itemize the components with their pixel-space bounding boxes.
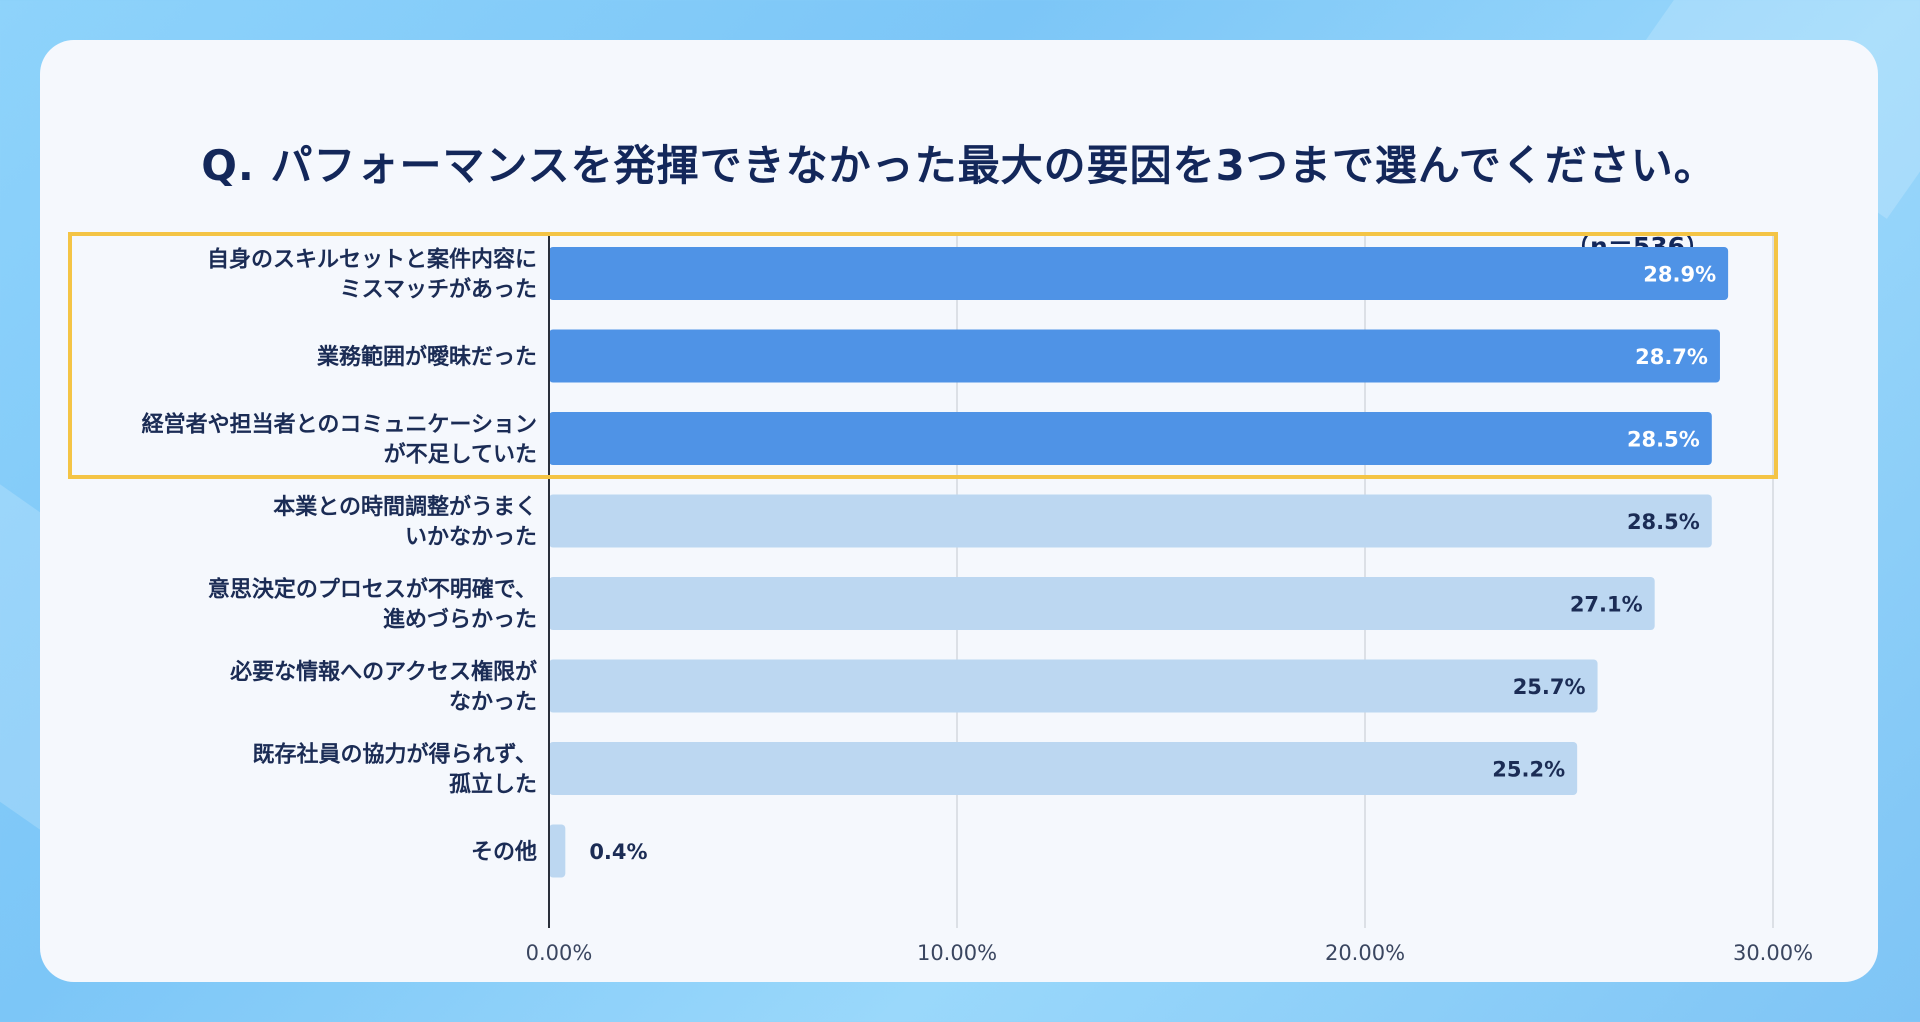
- bar: [549, 659, 1598, 713]
- category-label: 既存社員の協力が得られず、: [253, 742, 537, 768]
- data-label: 28.9%: [1643, 263, 1716, 287]
- data-label: 25.7%: [1513, 675, 1586, 699]
- data-label: 0.4%: [589, 840, 647, 864]
- category-label: 意思決定のプロセスが不明確で、: [208, 577, 537, 603]
- bar: [549, 412, 1712, 465]
- category-label: が不足していた: [384, 442, 537, 468]
- category-label: いかなかった: [405, 525, 537, 550]
- category-label: なかった: [449, 690, 537, 715]
- x-tick-label: 0.00%: [526, 941, 593, 965]
- chart-card: Q. パフォーマンスを発揮できなかった最大の要因を3つまで選んでください。 （n…: [40, 40, 1878, 982]
- bar: [549, 247, 1729, 300]
- data-label: 28.7%: [1635, 345, 1708, 369]
- x-tick-label: 10.00%: [917, 941, 997, 965]
- category-label: 孤立した: [449, 772, 537, 798]
- category-label: 進めづらかった: [383, 608, 537, 633]
- x-tick-label: 20.00%: [1325, 941, 1405, 965]
- data-label: 25.2%: [1492, 758, 1565, 782]
- category-label: その他: [471, 840, 537, 865]
- bar: [549, 329, 1720, 383]
- category-label: 業務範囲が曖昧だった: [317, 344, 537, 370]
- category-label: 本業との時間調整がうまく: [273, 494, 537, 520]
- highlight-box: [68, 232, 1778, 479]
- data-label: 28.5%: [1627, 428, 1700, 452]
- x-tick-label: 30.00%: [1733, 941, 1813, 965]
- bar: [549, 824, 566, 878]
- chart-title: Q. パフォーマンスを発揮できなかった最大の要因を3つまで選んでください。: [201, 141, 1717, 190]
- category-label: 自身のスキルセットと案件内容に: [207, 247, 537, 273]
- category-label: 必要な情報へのアクセス権限が: [230, 659, 537, 685]
- bar: [549, 742, 1578, 795]
- category-label: 経営者や担当者とのコミュニケーション: [142, 412, 537, 438]
- bar: [549, 494, 1712, 548]
- data-label: 28.5%: [1627, 510, 1700, 534]
- data-label: 27.1%: [1570, 593, 1643, 617]
- bar: [549, 577, 1655, 630]
- category-label: ミスマッチがあった: [340, 277, 537, 303]
